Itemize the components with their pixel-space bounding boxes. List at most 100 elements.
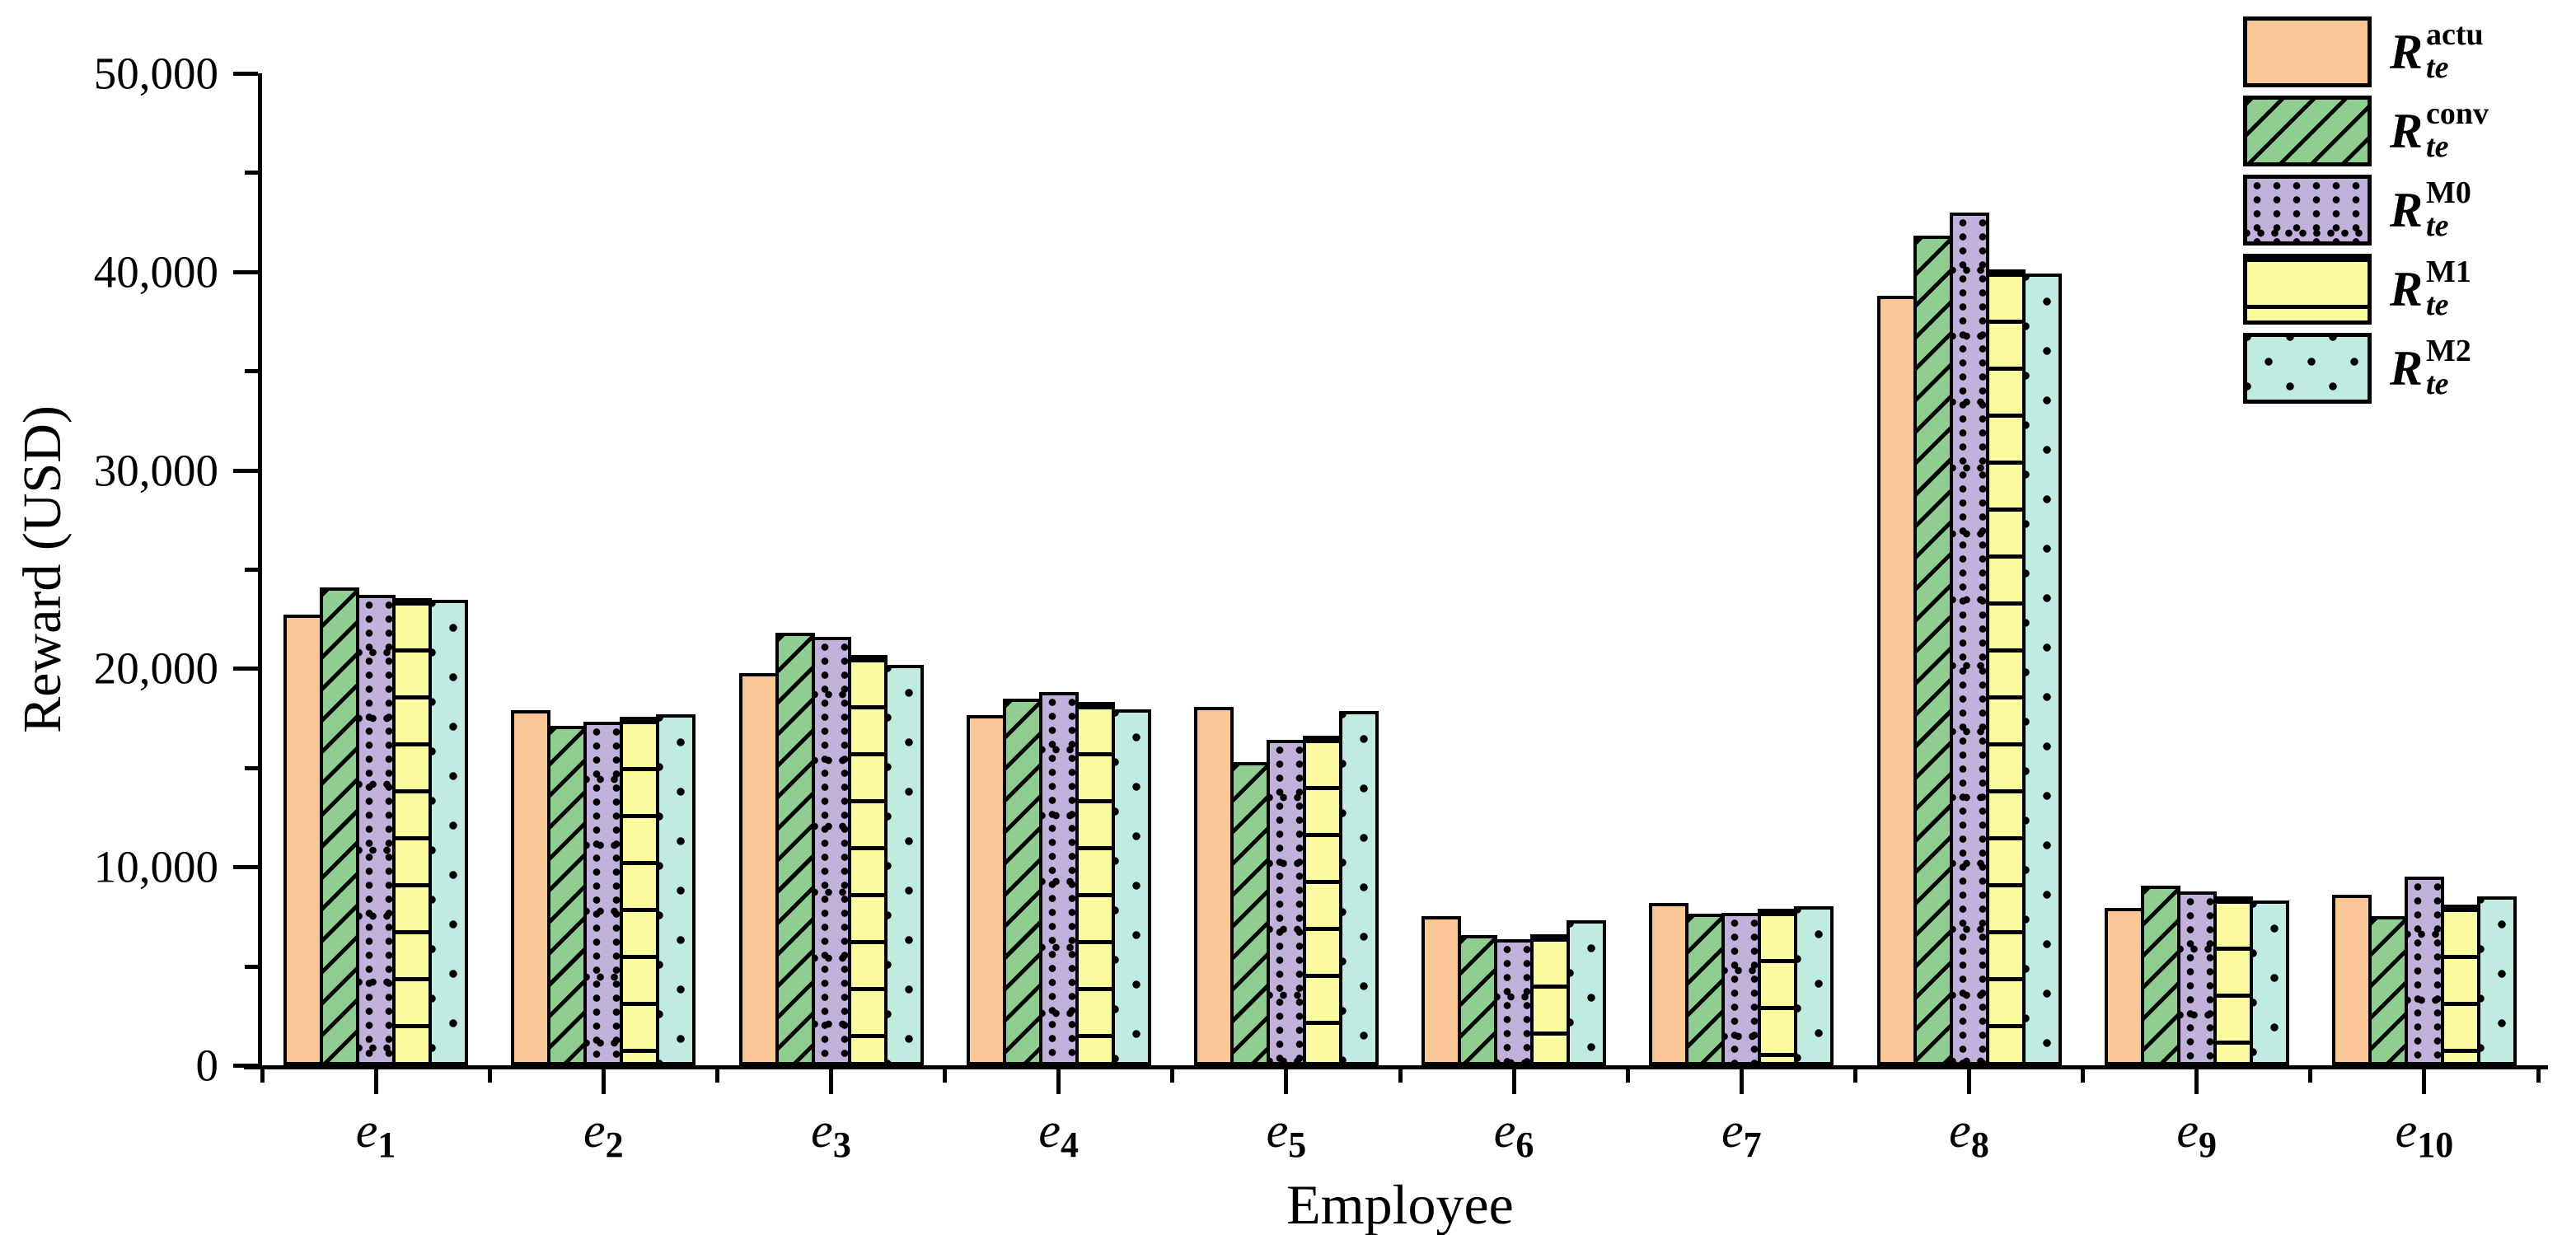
x-tick-major <box>829 1069 833 1094</box>
x-tick-label: e7 <box>1721 1103 1762 1165</box>
bar-R-te-M2-e2 <box>656 714 696 1065</box>
y-tick-minor <box>245 171 258 175</box>
bar-R-te-M2-e6 <box>1567 920 1607 1065</box>
y-tick-label: 0 <box>195 1040 219 1091</box>
x-tick-label: e9 <box>2176 1103 2218 1165</box>
bar-R-te-actu-e9 <box>2104 908 2144 1065</box>
bar-R-te-M2-e3 <box>883 665 924 1065</box>
bar-R-te-actu-e1 <box>283 615 324 1065</box>
x-tick-label: e1 <box>355 1103 396 1165</box>
x-axis-spine <box>244 1065 2548 1069</box>
x-tick-major <box>373 1069 378 1094</box>
bar-R-te-M1-e6 <box>1530 934 1571 1065</box>
x-tick-label: e4 <box>1038 1103 1080 1165</box>
y-tick-label: 10,000 <box>93 841 218 892</box>
bar-R-te-M1-e3 <box>847 655 888 1065</box>
bar-R-te-M0-e10 <box>2404 877 2444 1065</box>
bar-R-te-M2-e7 <box>1794 906 1834 1065</box>
bar-R-te-actu-e6 <box>1421 916 1462 1065</box>
bar-R-te-actu-e8 <box>1876 296 1917 1065</box>
x-tick-minor <box>2536 1069 2541 1083</box>
bar-R-te-conv-e4 <box>1002 699 1042 1065</box>
x-tick-major <box>1056 1069 1061 1094</box>
x-tick-label: e8 <box>1949 1103 1989 1165</box>
legend-patch-R-te-M0 <box>2243 175 2372 246</box>
bar-R-te-M2-e9 <box>2249 901 2289 1065</box>
x-tick-minor <box>2081 1069 2086 1083</box>
y-tick-minor <box>245 765 258 770</box>
bar-R-te-M0-e4 <box>1038 692 1079 1065</box>
x-tick-label: e10 <box>2395 1103 2454 1165</box>
bar-R-te-M0-e1 <box>356 595 396 1065</box>
x-tick-minor <box>1170 1069 1175 1083</box>
y-tick-major <box>233 72 258 76</box>
x-tick-major <box>2422 1069 2427 1094</box>
bar-R-te-M0-e2 <box>583 722 624 1065</box>
y-tick-minor <box>245 964 258 969</box>
bar-R-te-actu-e5 <box>1193 707 1234 1065</box>
bar-R-te-M0-e3 <box>811 637 851 1065</box>
bar-R-te-conv-e2 <box>547 726 588 1065</box>
legend-label-R-te-M0: R M0 te <box>2390 175 2471 243</box>
x-tick-minor <box>260 1069 265 1083</box>
x-tick-minor <box>943 1069 948 1083</box>
x-tick-minor <box>2308 1069 2313 1083</box>
bar-R-te-conv-e6 <box>1458 935 1498 1065</box>
y-tick-minor <box>245 369 258 374</box>
y-tick-label: 30,000 <box>93 445 218 496</box>
bar-R-te-M0-e5 <box>1266 740 1306 1065</box>
bar-R-te-conv-e1 <box>320 587 360 1065</box>
bar-R-te-M0-e8 <box>1949 213 1989 1065</box>
x-tick-label: e6 <box>1493 1103 1534 1165</box>
legend-patch-R-te-actu <box>2243 16 2372 87</box>
x-tick-label: e5 <box>1266 1103 1307 1165</box>
x-tick-minor <box>487 1069 492 1083</box>
x-tick-major <box>1967 1069 1971 1094</box>
x-axis-title: Employee <box>1286 1173 1514 1235</box>
x-tick-minor <box>714 1069 719 1083</box>
bar-R-te-M1-e10 <box>2440 905 2480 1065</box>
bar-R-te-M2-e4 <box>1111 709 1151 1065</box>
y-tick-label: 50,000 <box>93 48 218 99</box>
x-tick-major <box>1739 1069 1744 1094</box>
bar-R-te-conv-e8 <box>1913 236 1953 1065</box>
x-tick-major <box>601 1069 606 1094</box>
legend-row-R-te-M1: R M1 te <box>2243 254 2471 325</box>
legend-label-R-te-M1: R M1 te <box>2390 255 2471 322</box>
bar-R-te-M0-e6 <box>1494 939 1534 1065</box>
y-tick-major <box>233 865 258 870</box>
bar-R-te-actu-e7 <box>1649 903 1689 1065</box>
legend-label-R-te-M2: R M2 te <box>2390 334 2471 401</box>
bar-R-te-conv-e10 <box>2368 916 2408 1065</box>
legend-patch-R-te-M2 <box>2243 333 2372 404</box>
bar-R-te-M1-e2 <box>620 717 660 1065</box>
bar-R-te-M2-e8 <box>2021 274 2062 1065</box>
legend-row-R-te-M0: R M0 te <box>2243 175 2471 246</box>
y-tick-minor <box>245 568 258 572</box>
bar-R-te-M1-e9 <box>2213 896 2253 1065</box>
bar-R-te-M1-e4 <box>1075 702 1115 1065</box>
bar-R-te-M1-e7 <box>1758 909 1798 1065</box>
y-axis-spine <box>258 73 262 1069</box>
bar-R-te-M2-e10 <box>2476 896 2517 1065</box>
x-tick-minor <box>1398 1069 1403 1083</box>
bar-R-te-M0-e7 <box>1721 913 1762 1065</box>
bar-R-te-actu-e3 <box>738 673 779 1065</box>
bar-R-te-actu-e10 <box>2331 895 2372 1065</box>
x-tick-major <box>2194 1069 2199 1094</box>
x-tick-major <box>1511 1069 1516 1094</box>
y-tick-label: 20,000 <box>93 643 218 694</box>
bar-R-te-M1-e5 <box>1302 736 1342 1065</box>
bar-R-te-actu-e4 <box>966 715 1006 1065</box>
bar-R-te-M1-e1 <box>392 598 433 1065</box>
x-tick-label: e3 <box>811 1103 851 1165</box>
x-tick-major <box>1284 1069 1289 1094</box>
bar-R-te-conv-e5 <box>1229 762 1270 1065</box>
bar-R-te-conv-e3 <box>775 633 815 1065</box>
